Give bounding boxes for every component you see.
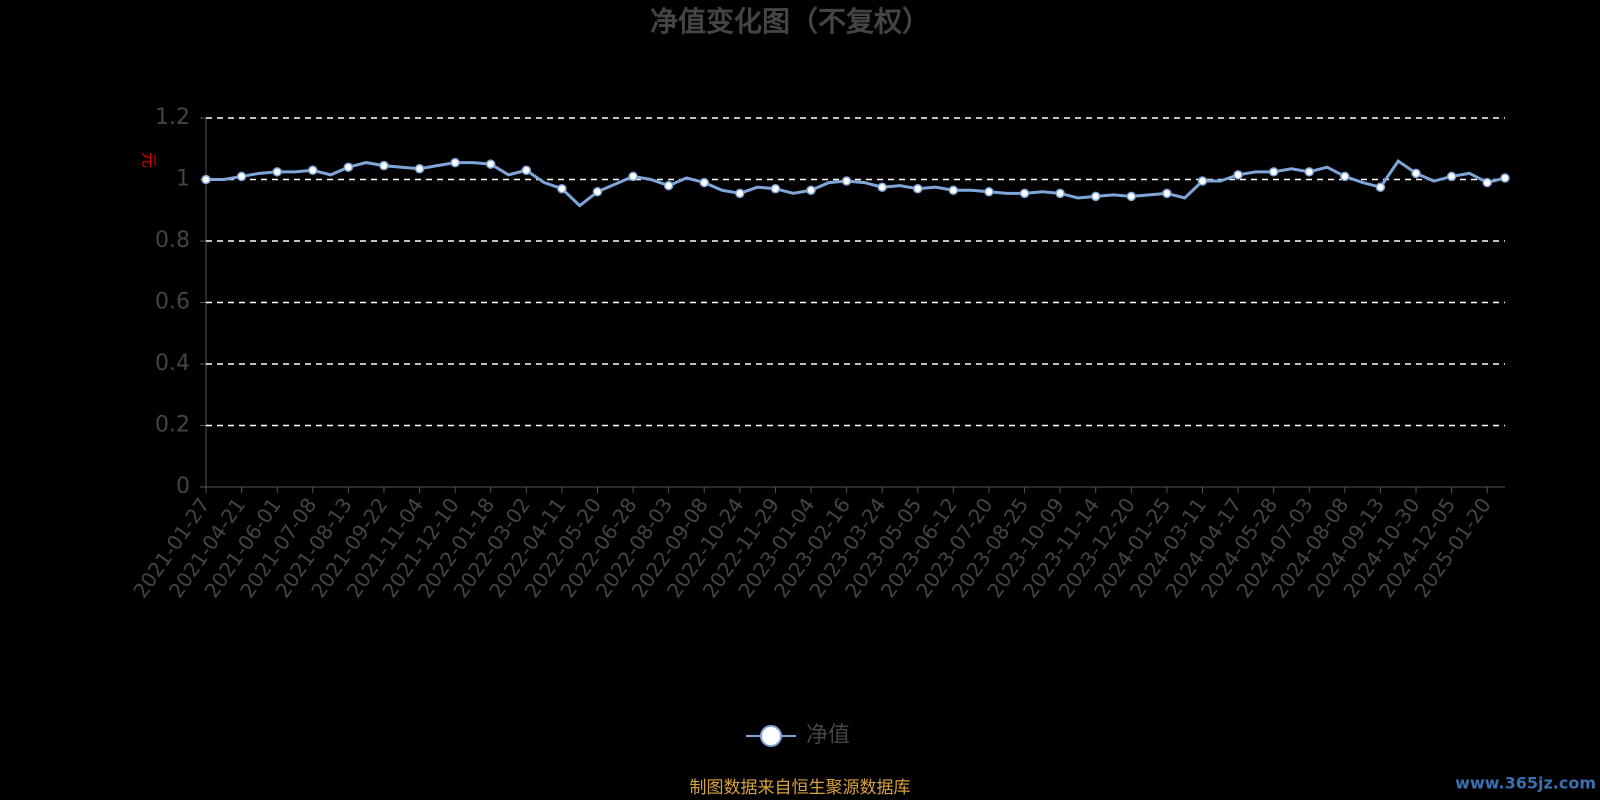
y-tick-label: 1.2 (155, 105, 190, 130)
chart-title: 净值变化图（不复权） (650, 5, 930, 38)
y-tick-label: 0.2 (155, 413, 190, 438)
data-point (201, 174, 211, 185)
data-point (1340, 171, 1350, 182)
data-point (308, 165, 318, 176)
source-note: 制图数据来自恒生聚源数据库 (690, 778, 911, 798)
y-tick-label: 0.4 (155, 351, 190, 376)
data-point (1268, 167, 1279, 177)
data-point (663, 180, 674, 191)
data-point (1162, 188, 1172, 199)
data-point (236, 171, 247, 182)
data-point (379, 160, 389, 171)
data-point (1197, 176, 1208, 186)
y-axis-label: 元 (140, 152, 159, 168)
data-point (272, 167, 282, 177)
data-point (1090, 191, 1101, 202)
data-point (1126, 191, 1137, 202)
data-point (1055, 188, 1065, 199)
data-point (984, 187, 994, 197)
data-point (1375, 182, 1386, 192)
y-tick-label: 0.8 (155, 228, 190, 253)
data-point (877, 182, 887, 192)
legend-marker[interactable] (760, 725, 782, 747)
data-point (450, 157, 460, 168)
data-point (1411, 168, 1421, 179)
data-point (841, 176, 852, 186)
y-tick-label: 1 (176, 167, 190, 192)
legend-label[interactable]: 净值 (806, 723, 850, 748)
data-point (1233, 170, 1243, 180)
data-point (1019, 188, 1030, 199)
data-point (913, 183, 923, 194)
data-point (628, 171, 638, 182)
watermark: www.365jz.com (1455, 774, 1596, 793)
data-point (592, 187, 603, 197)
data-point (485, 159, 496, 169)
data-point (1500, 173, 1510, 183)
data-point (521, 165, 532, 176)
data-point (1482, 177, 1492, 188)
data-point (699, 177, 709, 188)
data-point (1446, 171, 1457, 182)
data-point (557, 183, 567, 194)
data-point (735, 188, 745, 199)
y-tick-label: 0.6 (155, 290, 190, 315)
data-point (1304, 167, 1315, 177)
data-point (343, 162, 354, 172)
y-tick-label: 0 (176, 474, 190, 499)
data-point (948, 185, 959, 196)
data-point (770, 183, 781, 194)
data-point (806, 185, 816, 196)
data-point (414, 163, 425, 174)
